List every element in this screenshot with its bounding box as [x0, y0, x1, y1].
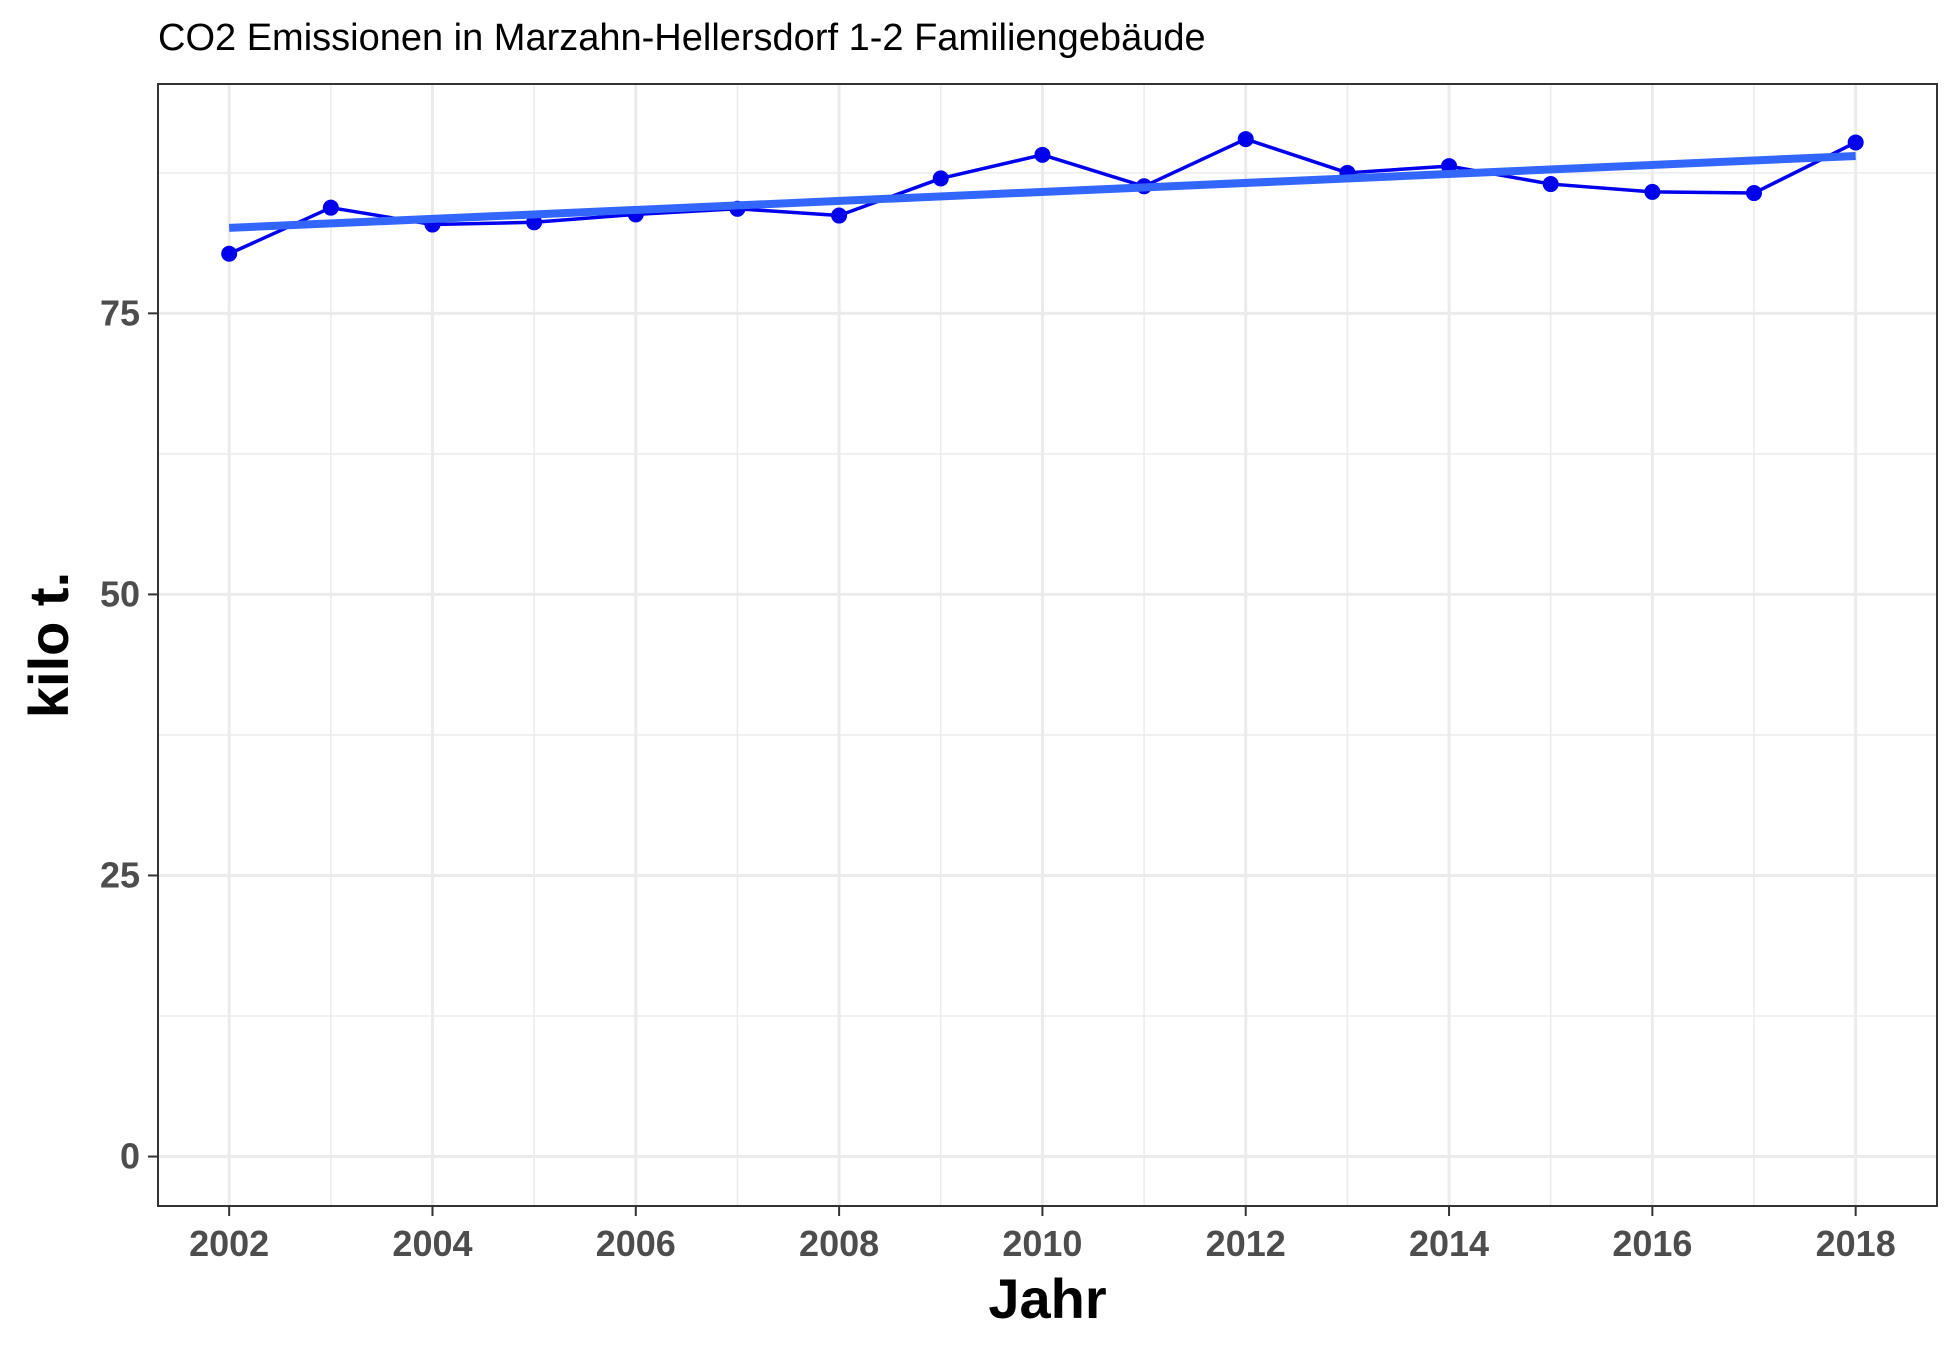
data-point [1644, 183, 1661, 200]
plot-panel [158, 84, 1937, 1206]
x-tick-label: 2004 [392, 1223, 472, 1264]
x-tick-label: 2002 [189, 1223, 269, 1264]
y-tick-label: 75 [100, 292, 140, 333]
x-axis-title: Jahr [988, 1267, 1106, 1330]
data-point [221, 245, 238, 262]
x-tick-label: 2008 [799, 1223, 879, 1264]
y-axis: 0 25 50 75 [100, 292, 158, 1177]
x-tick-label: 2016 [1612, 1223, 1692, 1264]
chart-title: CO2 Emissionen in Marzahn-Hellersdorf 1-… [158, 17, 1206, 59]
series-layer [221, 131, 1864, 262]
plot-border [157, 83, 1938, 1207]
x-tick-label: 2006 [596, 1223, 676, 1264]
data-point [1034, 146, 1051, 163]
data-point [1746, 185, 1763, 202]
y-tick-label: 25 [100, 854, 140, 895]
grid-major [158, 84, 1937, 1206]
y-tick-label: 50 [100, 573, 140, 614]
y-axis-title: kilo t. [17, 572, 80, 718]
x-axis: 2002 2004 2006 2008 2010 2012 2014 2016 2018 [189, 1206, 1896, 1264]
x-tick-label: 2010 [1002, 1223, 1082, 1264]
data-point [831, 207, 848, 224]
data-point [1237, 131, 1254, 148]
trend-layer [228, 151, 1856, 232]
x-tick-label: 2012 [1206, 1223, 1286, 1264]
x-tick-label: 2014 [1409, 1223, 1489, 1264]
data-point [932, 170, 949, 187]
trend-line [228, 151, 1856, 232]
x-tick-label: 2018 [1816, 1223, 1896, 1264]
data-point [1542, 176, 1559, 193]
grid-minor [158, 84, 1937, 1206]
y-tick-label: 0 [120, 1136, 140, 1177]
data-point [1847, 134, 1864, 151]
data-point [322, 199, 339, 216]
